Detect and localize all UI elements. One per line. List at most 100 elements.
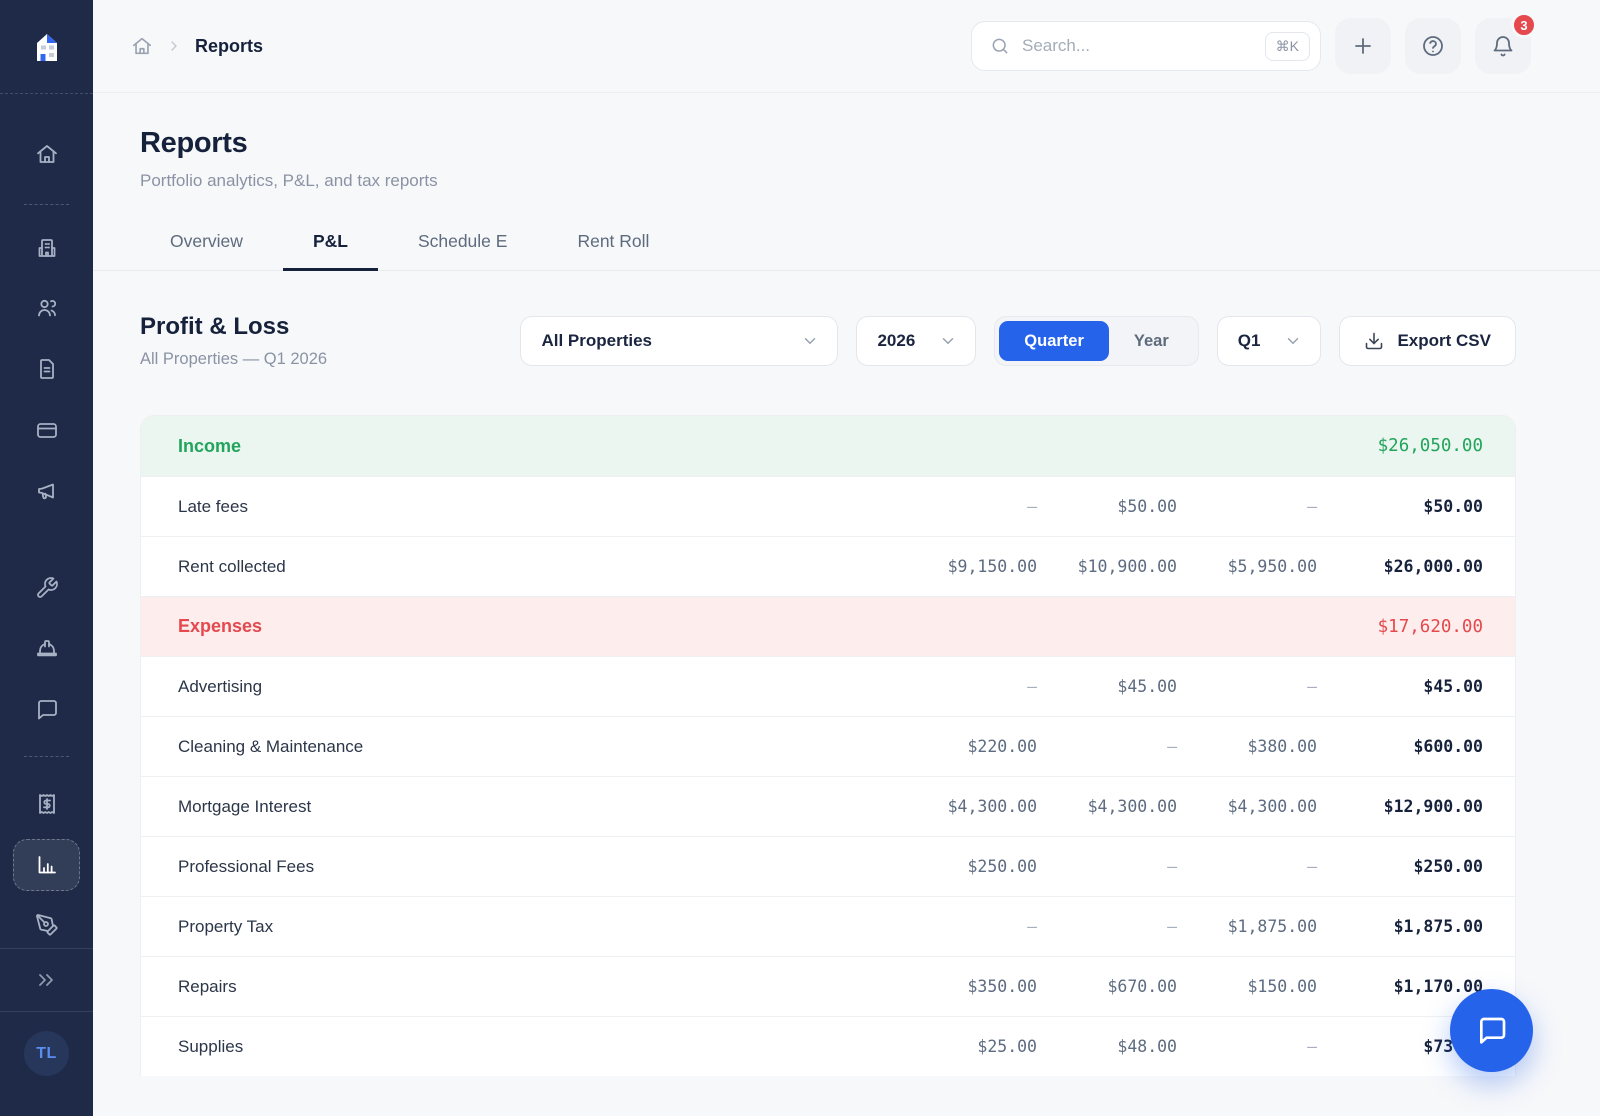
chat-bubble-icon xyxy=(1476,1015,1508,1047)
sidebar-divider xyxy=(24,204,69,205)
tab-rent-roll[interactable]: Rent Roll xyxy=(577,231,650,251)
top-bar: Reports ⌘K xyxy=(93,0,1600,93)
row-total-value: $26,000.00 xyxy=(1383,557,1483,576)
page-subtitle: Portfolio analytics, P&L, and tax report… xyxy=(140,171,438,190)
period-option-year[interactable]: Year xyxy=(1133,331,1169,350)
sidebar-item-tenants[interactable] xyxy=(34,295,60,321)
tab-pl[interactable]: P&L xyxy=(282,218,378,271)
year-select-value: 2026 xyxy=(877,331,916,350)
sidebar: TL xyxy=(0,0,93,1116)
row-month-value: $150.00 xyxy=(1247,977,1317,996)
sidebar-item-marketing[interactable] xyxy=(34,478,60,504)
row-month-value: — xyxy=(1167,917,1177,936)
app-house-logo-icon[interactable] xyxy=(0,0,93,93)
report-title-block: Profit & Loss All Properties — Q1 2026 xyxy=(140,313,327,369)
contractor-hardhat-icon xyxy=(35,636,59,660)
download-icon xyxy=(1364,331,1384,351)
row-month-value: $220.00 xyxy=(967,737,1037,756)
table-row: Late fees — $50.00 — $50.00 xyxy=(141,476,1515,536)
row-month-value: $4,300.00 xyxy=(1087,797,1177,816)
table-row: Advertising — $45.00 — $45.00 xyxy=(141,656,1515,716)
row-total-value: $1,170.00 xyxy=(1393,977,1483,996)
tab-schedule-e[interactable]: Schedule E xyxy=(417,231,508,251)
breadcrumb: Reports xyxy=(131,35,263,57)
quarter-select-value: Q1 xyxy=(1237,331,1261,350)
search-input[interactable] xyxy=(1022,36,1253,56)
signature-pen-icon xyxy=(35,913,59,937)
sidebar-item-maintenance[interactable] xyxy=(34,575,60,601)
home-icon[interactable] xyxy=(131,35,153,57)
row-month-value: $25.00 xyxy=(977,1037,1037,1056)
row-month-value: — xyxy=(1307,1037,1317,1056)
row-total-value: $600.00 xyxy=(1413,737,1483,756)
row-month-value: $4,300.00 xyxy=(1227,797,1317,816)
chevron-down-icon xyxy=(939,332,957,350)
notifications-button[interactable]: 3 xyxy=(1475,12,1537,74)
building-icon xyxy=(35,236,59,260)
row-month-value: $670.00 xyxy=(1107,977,1177,996)
sidebar-item-properties[interactable] xyxy=(34,235,60,261)
year-select[interactable]: 2026 xyxy=(856,316,977,366)
tab-overview[interactable]: Overview xyxy=(170,231,243,251)
chevrons-right-icon[interactable] xyxy=(34,968,58,992)
table-row: Repairs $350.00 $670.00 $150.00 $1,170.00 xyxy=(141,956,1515,1016)
row-label: Income xyxy=(178,435,242,456)
table-row: Rent collected $9,150.00 $10,900.00 $5,950.… xyxy=(141,536,1515,596)
table-row: Income $26,050.00 xyxy=(141,416,1515,476)
table-row: Cleaning & Maintenance $220.00 — $380.00 $60… xyxy=(141,716,1515,776)
maintenance-wrench-icon xyxy=(35,576,59,600)
quarter-select[interactable]: Q1 xyxy=(1216,316,1322,366)
export-csv-button[interactable]: Export CSV xyxy=(1339,316,1516,366)
sidebar-item-signatures[interactable] xyxy=(34,912,60,938)
sidebar-item-transactions[interactable] xyxy=(34,791,60,817)
row-month-value: $48.00 xyxy=(1117,1037,1177,1056)
table-row: Property Tax — — $1,875.00 $1,875.00 xyxy=(141,896,1515,956)
row-label: Cleaning & Maintenance xyxy=(178,736,364,756)
chevron-down-icon xyxy=(1284,332,1302,350)
row-month-value: — xyxy=(1167,737,1177,756)
avatar[interactable]: TL xyxy=(24,1031,69,1076)
property-select[interactable]: All Properties xyxy=(520,316,839,366)
add-button[interactable] xyxy=(1335,18,1391,74)
row-total-value: $50.00 xyxy=(1423,497,1483,516)
row-month-value: $9,150.00 xyxy=(947,557,1037,576)
sidebar-item-contractors[interactable] xyxy=(34,635,60,661)
row-label: Rent collected xyxy=(178,556,286,576)
pl-table: Income $26,050.00 Late fees — $50.00 — $50.00 R… xyxy=(140,415,1516,1076)
sidebar-item-reports[interactable] xyxy=(34,852,60,878)
search-icon xyxy=(990,36,1010,56)
row-month-value: — xyxy=(1307,497,1317,516)
row-total-value: $1,875.00 xyxy=(1393,917,1483,936)
sidebar-item-messages[interactable] xyxy=(34,697,60,723)
report-head: Profit & Loss All Properties — Q1 2026 A… xyxy=(93,271,1600,369)
help-circle-icon xyxy=(1421,34,1445,58)
search-box[interactable]: ⌘K xyxy=(971,21,1321,71)
search-shortcut-kbd: ⌘K xyxy=(1264,31,1310,61)
table-row: Supplies$25.00$48.00—$73.00 xyxy=(141,1016,1515,1076)
row-total-value: $17,620.00 xyxy=(1377,616,1483,637)
row-label: Mortgage Interest xyxy=(178,796,312,816)
row-month-value: $4,300.00 xyxy=(947,797,1037,816)
help-button[interactable] xyxy=(1405,18,1461,74)
export-csv-label: Export CSV xyxy=(1397,331,1491,350)
main-area: Reports ⌘K xyxy=(93,0,1600,1116)
sidebar-item-payments[interactable] xyxy=(34,417,60,443)
row-label: Professional Fees xyxy=(178,856,315,876)
home-icon xyxy=(35,142,59,166)
payments-card-icon xyxy=(35,418,59,442)
row-month-value: $380.00 xyxy=(1247,737,1317,756)
row-label: Advertising xyxy=(178,676,263,696)
page-title: Reports xyxy=(140,127,248,159)
row-month-value: — xyxy=(1027,497,1037,516)
period-option-quarter[interactable]: Quarter xyxy=(999,321,1109,361)
messages-chat-icon xyxy=(35,698,59,722)
report-title: Profit & Loss xyxy=(140,313,290,340)
table-row: Expenses $17,620.00 xyxy=(141,596,1515,656)
sidebar-item-home[interactable] xyxy=(34,141,60,167)
sidebar-item-leases[interactable] xyxy=(34,356,60,382)
chat-fab-button[interactable] xyxy=(1450,989,1533,1072)
sidebar-divider xyxy=(0,948,93,949)
tenants-people-icon xyxy=(35,296,59,320)
row-month-value: — xyxy=(1167,857,1177,876)
breadcrumb-current: Reports xyxy=(195,35,264,56)
